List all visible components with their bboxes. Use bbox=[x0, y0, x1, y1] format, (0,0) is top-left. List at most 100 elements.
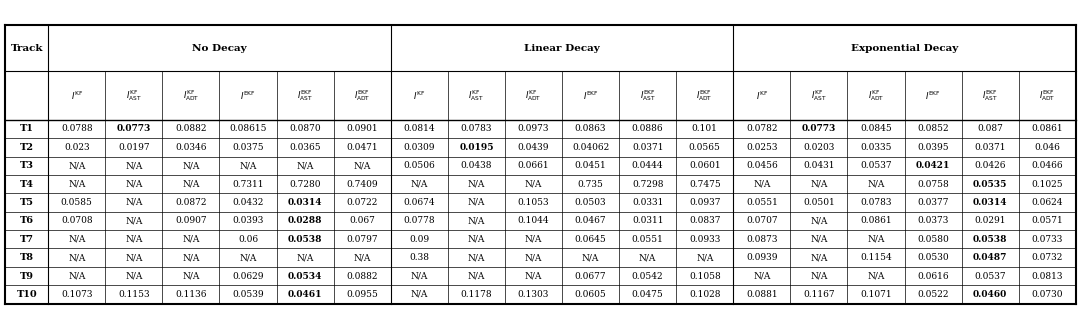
Text: N/A: N/A bbox=[754, 272, 771, 280]
Text: T2: T2 bbox=[19, 143, 33, 152]
Text: 0.0431: 0.0431 bbox=[803, 161, 834, 170]
Text: 0.0432: 0.0432 bbox=[233, 198, 264, 207]
Text: N/A: N/A bbox=[411, 290, 428, 299]
Text: $I^{\mathrm{EKF}}_{\mathrm{ADT}}$: $I^{\mathrm{EKF}}_{\mathrm{ADT}}$ bbox=[354, 88, 371, 103]
Text: 0.04062: 0.04062 bbox=[572, 143, 609, 152]
Text: N/A: N/A bbox=[811, 216, 828, 225]
Text: 0.0778: 0.0778 bbox=[403, 216, 436, 225]
Text: 0.1153: 0.1153 bbox=[118, 290, 150, 299]
Text: 0.0375: 0.0375 bbox=[232, 143, 264, 152]
Text: N/A: N/A bbox=[125, 253, 142, 262]
Text: 0.0475: 0.0475 bbox=[632, 290, 664, 299]
Text: N/A: N/A bbox=[68, 235, 85, 244]
Text: $I^{\mathrm{KF}}_{\mathrm{ADT}}$: $I^{\mathrm{KF}}_{\mathrm{ADT}}$ bbox=[182, 88, 199, 103]
Text: 0.0872: 0.0872 bbox=[176, 198, 207, 207]
Text: 0.0674: 0.0674 bbox=[403, 198, 436, 207]
Text: 0.0371: 0.0371 bbox=[975, 143, 1006, 152]
Text: N/A: N/A bbox=[182, 272, 199, 280]
Text: 0.0501: 0.0501 bbox=[803, 198, 834, 207]
Text: 0.0733: 0.0733 bbox=[1032, 235, 1063, 244]
Text: 0.067: 0.067 bbox=[349, 216, 375, 225]
Text: 0.0813: 0.0813 bbox=[1032, 272, 1063, 280]
Text: $I^{\mathrm{KF}}$: $I^{\mathrm{KF}}$ bbox=[413, 89, 426, 102]
Text: 0.0601: 0.0601 bbox=[689, 161, 720, 170]
Text: 0.1073: 0.1073 bbox=[61, 290, 93, 299]
Text: N/A: N/A bbox=[68, 253, 85, 262]
Text: N/A: N/A bbox=[468, 253, 485, 262]
Text: 0.0311: 0.0311 bbox=[632, 216, 663, 225]
Text: 0.1178: 0.1178 bbox=[460, 290, 493, 299]
Text: 0.0537: 0.0537 bbox=[860, 161, 892, 170]
Text: 0.0937: 0.0937 bbox=[689, 198, 720, 207]
Text: T5: T5 bbox=[19, 198, 33, 207]
Text: Linear Decay: Linear Decay bbox=[524, 44, 599, 53]
Text: 0.0901: 0.0901 bbox=[346, 125, 378, 133]
Text: N/A: N/A bbox=[354, 161, 371, 170]
Text: 0.735: 0.735 bbox=[578, 180, 604, 189]
Text: N/A: N/A bbox=[354, 253, 371, 262]
Text: 0.0346: 0.0346 bbox=[176, 143, 207, 152]
Text: $I^{\mathrm{KF}}$: $I^{\mathrm{KF}}$ bbox=[756, 89, 768, 102]
Text: $I^{\mathrm{EKF}}_{\mathrm{ADT}}$: $I^{\mathrm{EKF}}_{\mathrm{ADT}}$ bbox=[1039, 88, 1055, 103]
Text: 0.7280: 0.7280 bbox=[289, 180, 321, 189]
Text: 0.0530: 0.0530 bbox=[917, 253, 949, 262]
Text: 0.0837: 0.0837 bbox=[689, 216, 720, 225]
Text: N/A: N/A bbox=[125, 216, 142, 225]
Text: $I^{\mathrm{EKF}}$: $I^{\mathrm{EKF}}$ bbox=[925, 89, 941, 102]
Text: Exponential Decay: Exponential Decay bbox=[851, 44, 958, 53]
Text: 0.0471: 0.0471 bbox=[346, 143, 378, 152]
Text: N/A: N/A bbox=[811, 272, 828, 280]
Text: N/A: N/A bbox=[639, 253, 657, 262]
Text: 0.0580: 0.0580 bbox=[917, 235, 949, 244]
Text: 0.0773: 0.0773 bbox=[802, 125, 837, 133]
Text: 0.0542: 0.0542 bbox=[632, 272, 663, 280]
Text: 0.0907: 0.0907 bbox=[175, 216, 207, 225]
Text: 0.0571: 0.0571 bbox=[1032, 216, 1063, 225]
Text: N/A: N/A bbox=[125, 180, 142, 189]
Text: $I^{\mathrm{KF}}_{\mathrm{ADT}}$: $I^{\mathrm{KF}}_{\mathrm{ADT}}$ bbox=[868, 88, 884, 103]
Text: N/A: N/A bbox=[296, 161, 314, 170]
Text: $I^{\mathrm{EKF}}_{\mathrm{AST}}$: $I^{\mathrm{EKF}}_{\mathrm{AST}}$ bbox=[982, 88, 998, 103]
Text: 0.1154: 0.1154 bbox=[860, 253, 892, 262]
Text: $I^{\mathrm{KF}}_{\mathrm{AST}}$: $I^{\mathrm{KF}}_{\mathrm{AST}}$ bbox=[811, 88, 827, 103]
Text: T1: T1 bbox=[19, 125, 33, 133]
Text: 0.0314: 0.0314 bbox=[973, 198, 1008, 207]
Text: 0.087: 0.087 bbox=[978, 125, 1004, 133]
Text: 0.0886: 0.0886 bbox=[632, 125, 663, 133]
Text: 0.1167: 0.1167 bbox=[803, 290, 834, 299]
Text: 0.0309: 0.0309 bbox=[403, 143, 436, 152]
Text: N/A: N/A bbox=[125, 198, 142, 207]
Text: 0.0371: 0.0371 bbox=[632, 143, 663, 152]
Text: 0.101: 0.101 bbox=[692, 125, 718, 133]
Text: 0.0585: 0.0585 bbox=[60, 198, 93, 207]
Text: 0.0783: 0.0783 bbox=[460, 125, 493, 133]
Text: 0.0881: 0.0881 bbox=[746, 290, 777, 299]
Text: T9: T9 bbox=[19, 272, 33, 280]
Text: N/A: N/A bbox=[182, 180, 199, 189]
Text: 0.0933: 0.0933 bbox=[689, 235, 720, 244]
Text: N/A: N/A bbox=[68, 180, 85, 189]
Text: 0.0707: 0.0707 bbox=[746, 216, 777, 225]
Text: 0.0939: 0.0939 bbox=[746, 253, 777, 262]
Text: 0.1058: 0.1058 bbox=[689, 272, 720, 280]
Text: N/A: N/A bbox=[525, 253, 542, 262]
Text: N/A: N/A bbox=[296, 253, 314, 262]
Text: 0.0551: 0.0551 bbox=[632, 235, 664, 244]
Text: 0.0203: 0.0203 bbox=[803, 143, 834, 152]
Text: N/A: N/A bbox=[182, 161, 199, 170]
Text: N/A: N/A bbox=[68, 272, 85, 280]
Text: $I^{\mathrm{EKF}}$: $I^{\mathrm{EKF}}$ bbox=[583, 89, 598, 102]
Text: 0.0195: 0.0195 bbox=[459, 143, 494, 152]
Text: 0.0438: 0.0438 bbox=[460, 161, 493, 170]
Text: $I^{\mathrm{KF}}_{\mathrm{ADT}}$: $I^{\mathrm{KF}}_{\mathrm{ADT}}$ bbox=[525, 88, 542, 103]
Text: 0.0535: 0.0535 bbox=[973, 180, 1008, 189]
Text: N/A: N/A bbox=[468, 216, 485, 225]
Text: N/A: N/A bbox=[468, 198, 485, 207]
Text: N/A: N/A bbox=[125, 161, 142, 170]
Text: 0.0882: 0.0882 bbox=[176, 125, 207, 133]
Text: $I^{\mathrm{KF}}$: $I^{\mathrm{KF}}$ bbox=[71, 89, 83, 102]
Text: 0.0522: 0.0522 bbox=[917, 290, 949, 299]
Text: 0.0537: 0.0537 bbox=[975, 272, 1006, 280]
Text: T6: T6 bbox=[19, 216, 33, 225]
Text: N/A: N/A bbox=[696, 253, 714, 262]
